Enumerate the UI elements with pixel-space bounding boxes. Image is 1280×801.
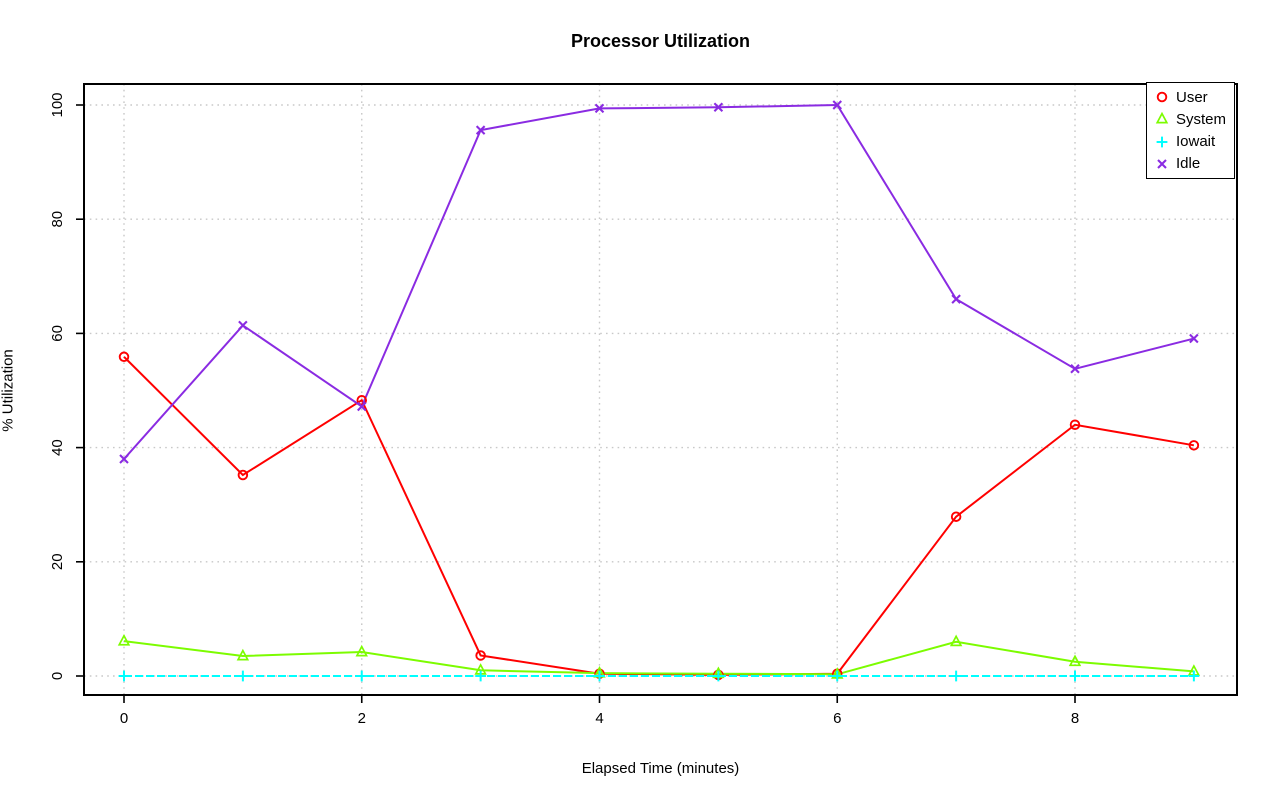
- svg-text:0: 0: [120, 710, 128, 727]
- series-line-system: [123, 640, 1194, 676]
- legend-plus-icon: [1156, 136, 1168, 148]
- legend-item-idle: Idle: [1155, 156, 1234, 171]
- legend-item-iowait: Iowait: [1155, 134, 1234, 149]
- svg-text:0: 0: [49, 672, 66, 680]
- svg-text:2: 2: [358, 710, 366, 727]
- series-line-idle: [123, 103, 1195, 460]
- legend-item-user: User: [1155, 90, 1234, 105]
- legend-label: System: [1176, 110, 1227, 128]
- chart-title: Processor Utilization: [570, 31, 751, 51]
- svg-text:8: 8: [1071, 710, 1079, 727]
- series-markers-system: [117, 633, 1201, 679]
- legend: User System Iowait Idle: [1146, 82, 1235, 179]
- series-markers-user: [118, 351, 1200, 681]
- svg-text:4: 4: [595, 710, 603, 727]
- svg-text:20: 20: [49, 553, 66, 570]
- svg-text:80: 80: [49, 211, 66, 228]
- svg-text:60: 60: [49, 325, 66, 342]
- axis-ticks: [76, 104, 1076, 703]
- svg-text:6: 6: [833, 710, 841, 727]
- plot-border: [83, 83, 1238, 696]
- series-line-user: [123, 356, 1195, 676]
- legend-label: Iowait: [1176, 133, 1216, 151]
- legend-label: User: [1176, 88, 1208, 106]
- x-axis-label: Elapsed Time (minutes): [581, 760, 740, 777]
- gridlines: [84, 84, 1237, 695]
- y-axis-label: % Utilization: [0, 349, 17, 432]
- series-markers-idle: [119, 100, 1199, 464]
- legend-circle-icon: [1156, 91, 1168, 103]
- svg-text:100: 100: [49, 92, 66, 117]
- legend-label: Idle: [1176, 155, 1201, 173]
- series-markers-iowait: [118, 670, 1200, 682]
- legend-triangle-icon: [1155, 112, 1169, 124]
- legend-item-system: System: [1155, 112, 1234, 127]
- svg-text:40: 40: [49, 439, 66, 456]
- legend-x-icon: [1157, 159, 1167, 169]
